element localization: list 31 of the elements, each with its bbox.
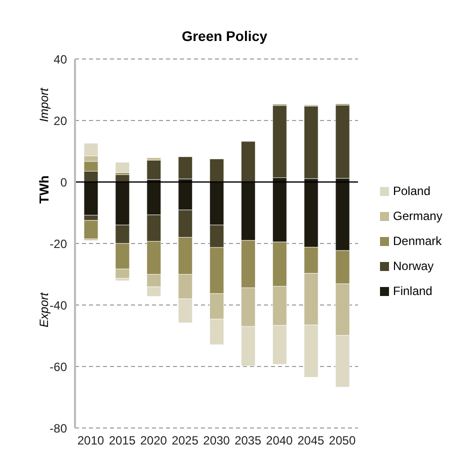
bar [178,156,193,180]
chart-title: Green Policy [180,28,268,44]
y-tick-label: 0 [60,175,68,190]
y-tick-label: 20 [54,114,68,128]
x-tick-label: 2010 [77,434,104,448]
y-tick-label: -80 [50,421,68,436]
bar [272,105,287,178]
bar [335,104,350,179]
x-tick-label: 2020 [140,434,168,448]
bar [146,160,162,180]
x-tick-label: 2045 [297,434,325,448]
legend-label: Denmark [393,234,442,248]
x-tick-label: 2040 [266,434,294,448]
y-tick-label: 40 [54,52,68,66]
text: Import [37,86,51,124]
x-tick-label: 2050 [328,434,356,448]
legend-label: Germany [393,209,442,223]
x-tick-label: 2015 [108,434,136,448]
y-tick-label: -40 [50,298,68,312]
y-tick-label: -60 [50,360,68,374]
legend-label: Norway [393,259,434,273]
legend-label: Finland [393,284,432,298]
x-tick-label: 2030 [203,434,230,448]
x-tick-label: 2025 [172,434,199,448]
text: Export [37,291,51,330]
bar [115,162,130,173]
bar [304,106,318,179]
x-tick-label: 2035 [234,434,262,448]
legend-label: Poland [393,184,430,198]
y-tick-label: -20 [50,236,68,251]
y-axis-title: TWh [36,174,52,206]
